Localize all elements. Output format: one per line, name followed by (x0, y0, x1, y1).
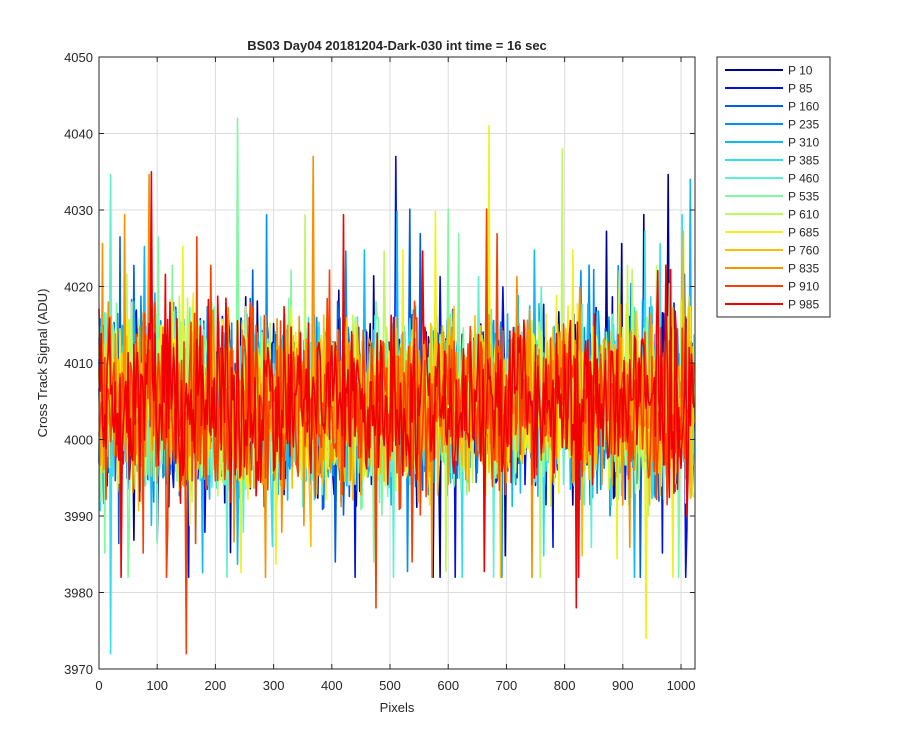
legend-entry[interactable]: P 985 (788, 298, 819, 312)
legend-entry[interactable]: P 385 (788, 154, 819, 168)
axis-ticks: 0 100 200 300 400 500 600 700 800 900 1000 3970 3980… (64, 50, 695, 693)
x-tick-label: 300 (263, 678, 285, 693)
legend-entry[interactable]: P 235 (788, 118, 819, 132)
x-tick-label: 500 (379, 678, 401, 693)
legend-entry[interactable]: P 460 (788, 172, 819, 186)
series-line (98, 171, 695, 609)
x-tick-label: 700 (496, 678, 518, 693)
legend-entry[interactable]: P 10 (788, 64, 813, 78)
x-axis-label: Pixels (380, 700, 415, 715)
legend-entry[interactable]: P 535 (788, 190, 819, 204)
y-tick-label: 4000 (64, 433, 93, 448)
x-tick-label: 800 (554, 678, 576, 693)
legend[interactable]: P 10 P 85 P 160 P 235 P 310 P 385 P 460 P 535 P … (716, 56, 831, 318)
legend-entry[interactable]: P 910 (788, 280, 819, 294)
x-tick-label: 900 (612, 678, 634, 693)
y-tick-label: 4020 (64, 280, 93, 295)
y-tick-label: 3990 (64, 509, 93, 524)
legend-entry[interactable]: P 610 (788, 208, 819, 222)
chart-title: BS03 Day04 20181204-Dark-030 int time = … (247, 38, 547, 53)
y-tick-label: 4010 (64, 356, 93, 371)
x-tick-label: 600 (437, 678, 459, 693)
y-tick-label: 3980 (64, 586, 93, 601)
legend-entry[interactable]: P 835 (788, 262, 819, 276)
y-tick-label: 4050 (64, 50, 93, 65)
x-tick-label: 0 (95, 678, 102, 693)
series-lines (98, 117, 695, 655)
x-tick-label: 100 (146, 678, 168, 693)
legend-entry[interactable]: P 160 (788, 100, 819, 114)
legend-entry[interactable]: P 85 (788, 82, 813, 96)
y-tick-label: 4040 (64, 127, 93, 142)
x-tick-label: 200 (205, 678, 227, 693)
legend-entry[interactable]: P 760 (788, 244, 819, 258)
y-axis-label: Cross Track Signal (ADU) (35, 289, 50, 438)
x-tick-label: 400 (321, 678, 343, 693)
legend-box (716, 56, 831, 318)
y-tick-label: 3970 (64, 662, 93, 677)
y-tick-label: 4030 (64, 203, 93, 218)
legend-entry[interactable]: P 685 (788, 226, 819, 240)
legend-entry[interactable]: P 310 (788, 136, 819, 150)
x-tick-label: 1000 (667, 678, 696, 693)
